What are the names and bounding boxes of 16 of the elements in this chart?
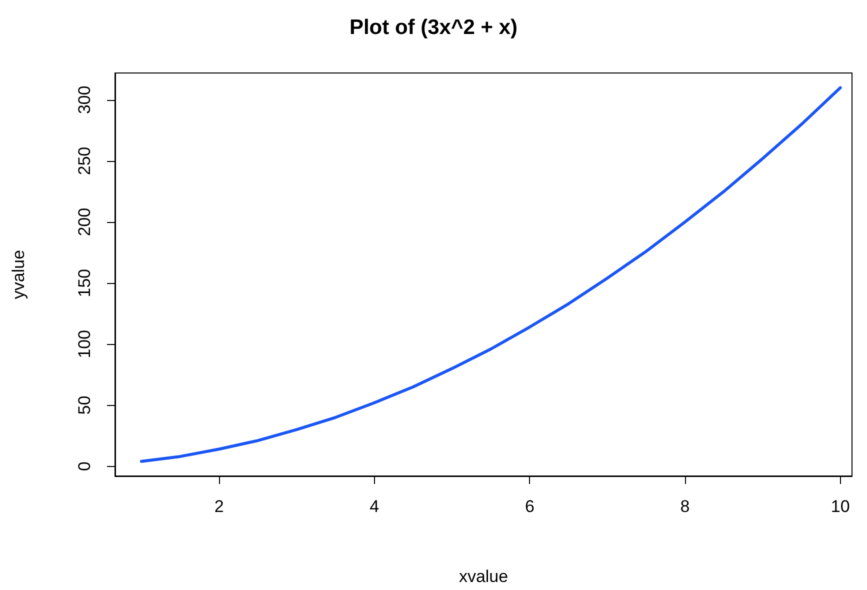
y-tick-label: 200 [75,208,94,236]
y-axis-title: yvalue [9,250,28,300]
x-tick-label: 10 [830,497,850,516]
x-tick-label: 6 [524,497,534,516]
y-tick-label: 300 [75,86,94,114]
y-tick-label: 50 [75,396,94,415]
chart-title: Plot of (3x^2 + x) [349,16,518,39]
y-tick-label: 250 [75,146,94,176]
x-tick-label: 8 [680,497,690,516]
y-tick-label: 150 [75,268,94,298]
x-tick-label: 4 [370,497,380,516]
y-tick-label: 100 [75,330,94,358]
x-tick-label: 2 [214,497,224,516]
y-tick-label: 0 [75,461,94,471]
x-axis-title: xvalue [458,567,508,586]
line-series [140,86,842,463]
